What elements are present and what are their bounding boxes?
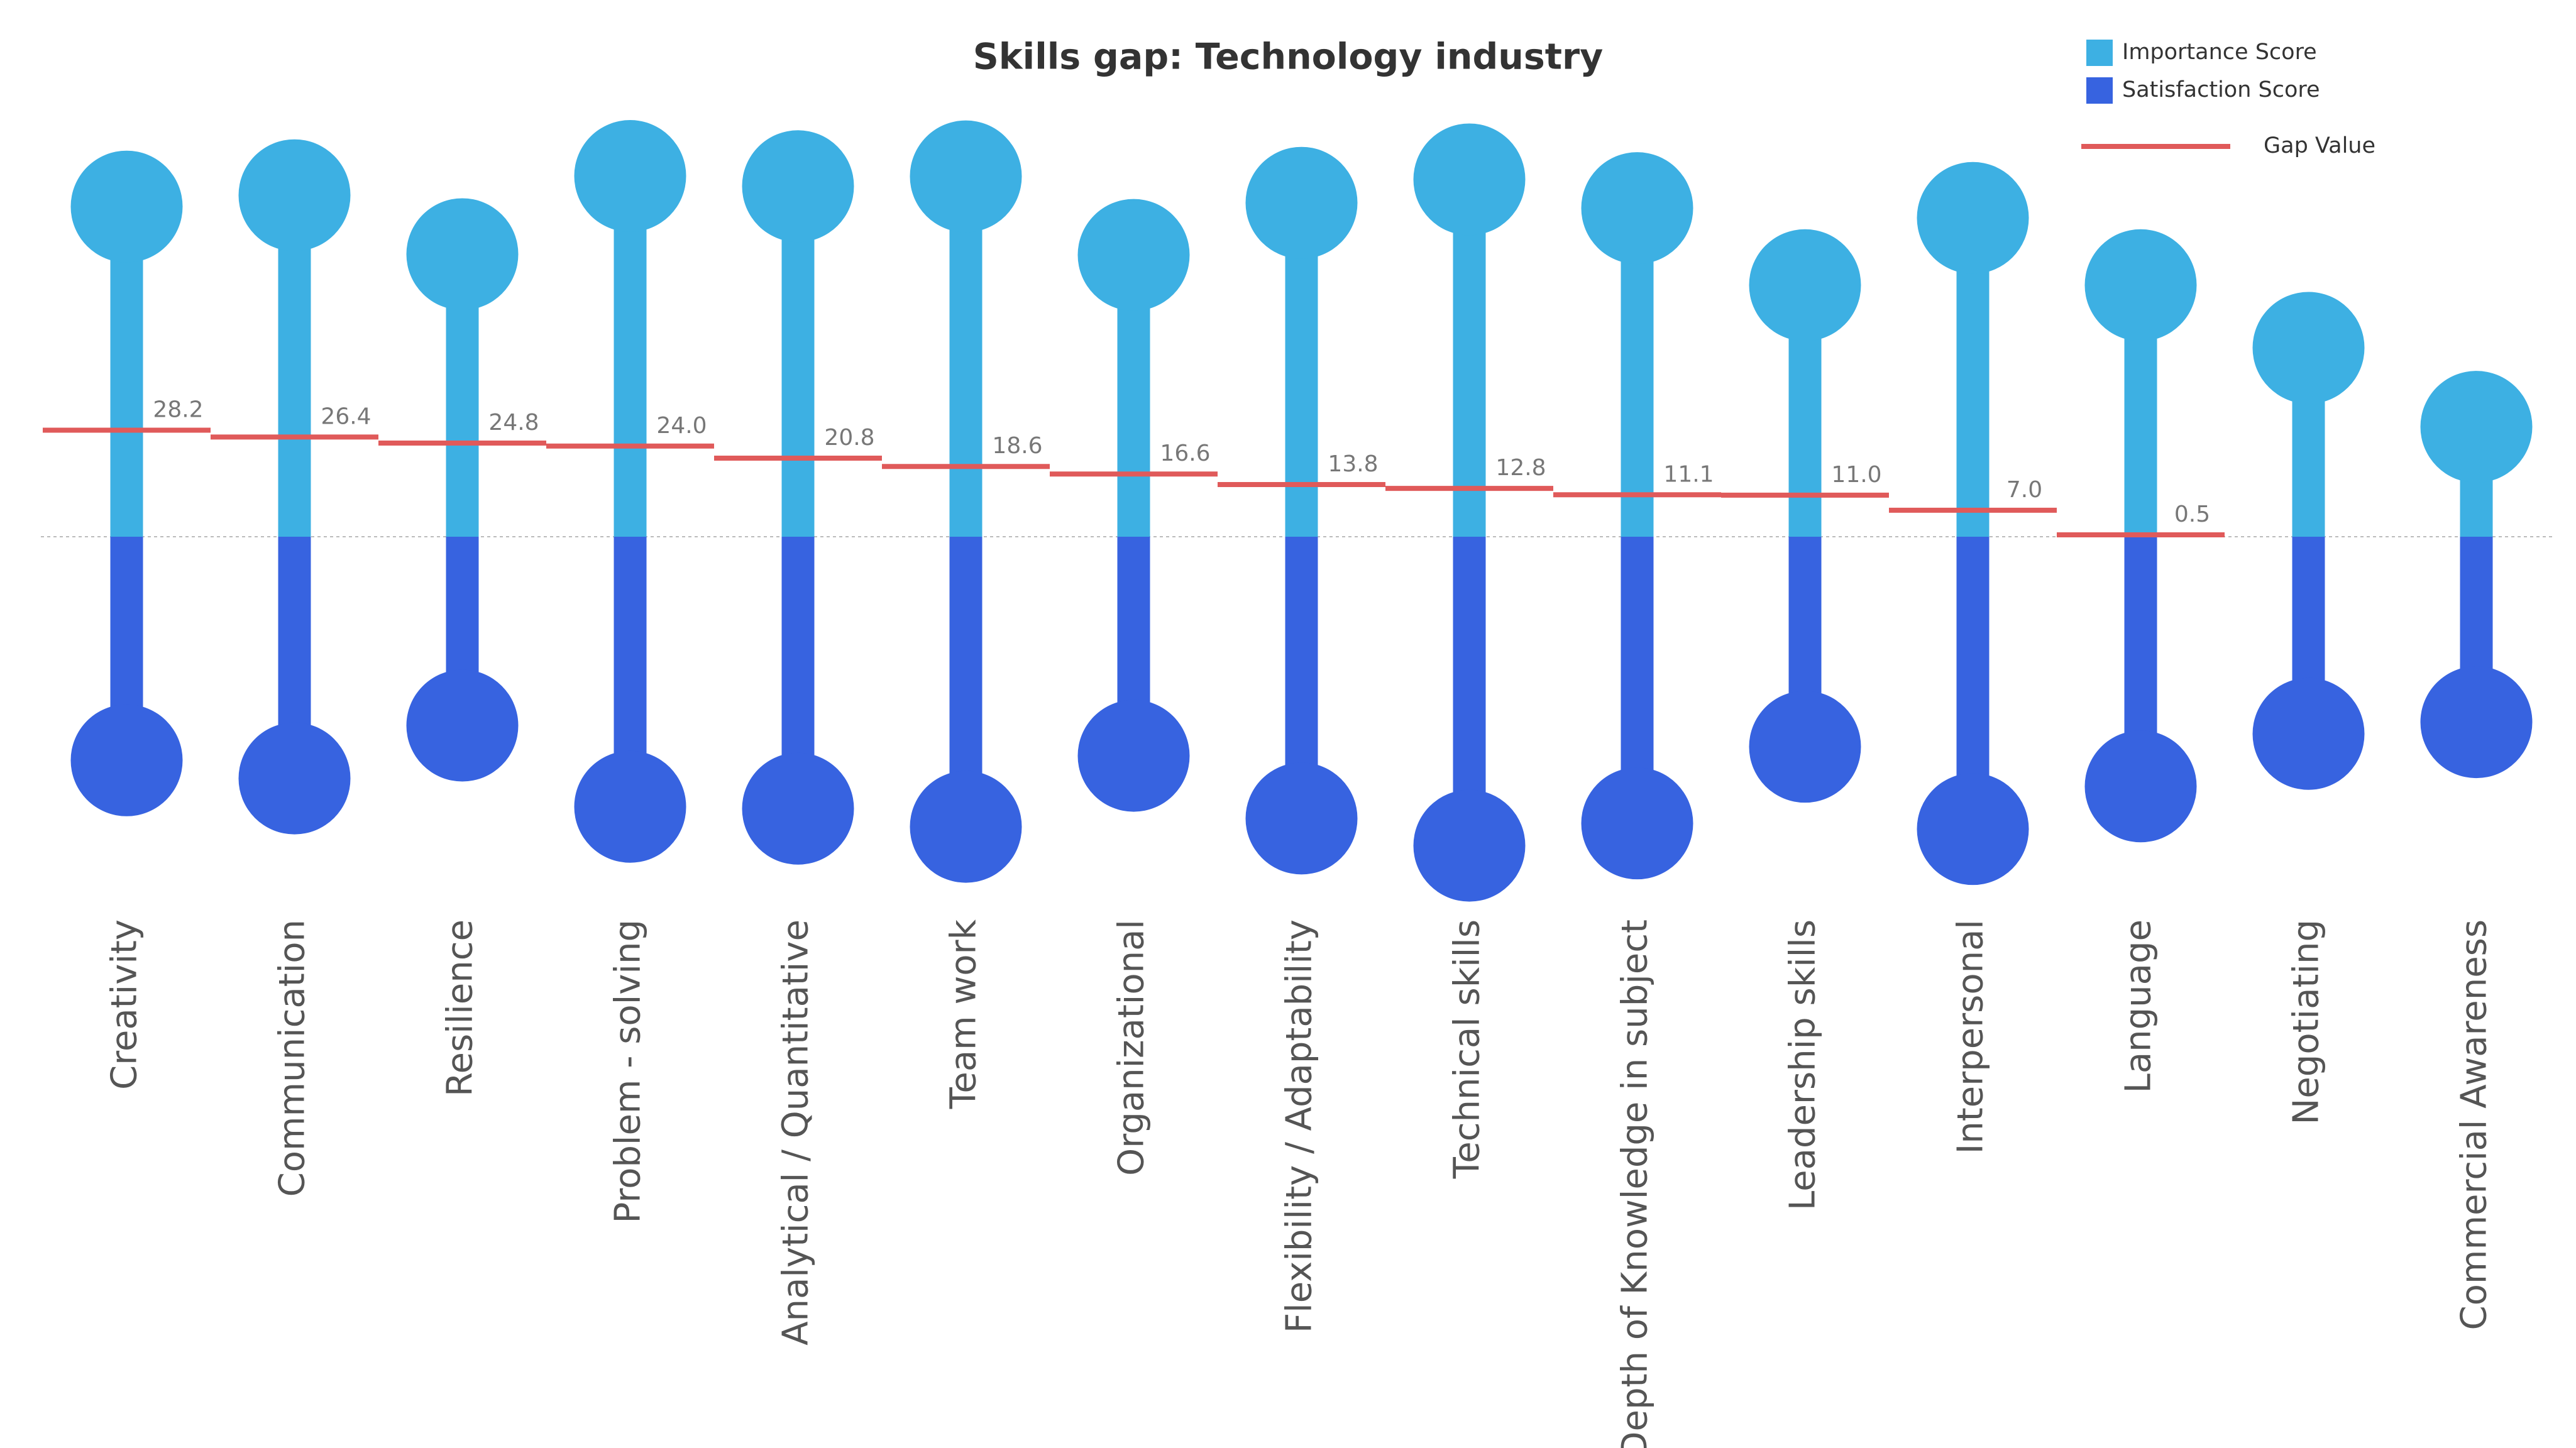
gap-label: 18.6 bbox=[992, 433, 1042, 459]
importance-dot bbox=[1581, 152, 1693, 265]
gap-label: 7.0 bbox=[2006, 477, 2042, 503]
importance-dot bbox=[574, 120, 686, 233]
x-tick-label: Analytical / Quantitative bbox=[776, 919, 817, 1346]
legend-label: Satisfaction Score bbox=[2122, 77, 2320, 102]
gap-label: 26.4 bbox=[321, 403, 371, 429]
gap-label: 11.0 bbox=[1831, 462, 1881, 488]
importance-dot bbox=[742, 130, 854, 243]
gap-label: 24.8 bbox=[488, 410, 539, 436]
x-tick-label: Problem - solving bbox=[608, 919, 649, 1224]
x-tick-label: Leadership skills bbox=[1783, 919, 1824, 1210]
importance-dot bbox=[1749, 229, 1861, 341]
importance-dot bbox=[238, 139, 351, 251]
importance-dot bbox=[70, 150, 183, 263]
satisfaction-dot bbox=[1749, 691, 1861, 803]
satisfaction-dot bbox=[742, 752, 854, 865]
importance-dot bbox=[406, 198, 519, 310]
importance-stick bbox=[781, 186, 815, 537]
satisfaction-dot bbox=[910, 771, 1022, 883]
x-tick-label: Language bbox=[2118, 919, 2159, 1093]
gap-label: 0.5 bbox=[2174, 502, 2210, 527]
x-tick-label: Technical skills bbox=[1447, 919, 1488, 1179]
gap-label: 20.8 bbox=[824, 425, 874, 451]
x-tick-label: Resilience bbox=[440, 919, 481, 1097]
importance-stick bbox=[949, 176, 983, 537]
satisfaction-dot bbox=[1245, 762, 1358, 875]
x-tick-label: Communication bbox=[272, 919, 313, 1197]
importance-stick bbox=[1453, 179, 1486, 537]
importance-dot bbox=[2252, 292, 2365, 404]
satisfaction-dot bbox=[1413, 789, 1526, 902]
satisfaction-dot bbox=[574, 750, 686, 863]
satisfaction-dot bbox=[2252, 677, 2365, 790]
importance-dot bbox=[2420, 371, 2533, 483]
x-tick-label: Flexibility / Adaptability bbox=[1279, 919, 1320, 1333]
satisfaction-dot bbox=[406, 669, 519, 782]
legend-swatch bbox=[2086, 77, 2113, 104]
importance-dot bbox=[1413, 123, 1526, 236]
importance-dot bbox=[910, 120, 1022, 233]
satisfaction-dot bbox=[2084, 730, 2197, 843]
satisfaction-dot bbox=[1077, 699, 1190, 812]
gap-label: 12.8 bbox=[1495, 455, 1546, 481]
importance-dot bbox=[1077, 199, 1190, 311]
gap-label: 11.1 bbox=[1663, 461, 1714, 487]
satisfaction-dot bbox=[70, 704, 183, 816]
x-tick-label: Team work bbox=[944, 919, 984, 1109]
satisfaction-dot bbox=[1581, 767, 1693, 880]
legend-swatch bbox=[2086, 40, 2113, 66]
x-tick-label: Creativity bbox=[104, 919, 145, 1090]
importance-dot bbox=[1917, 162, 2029, 274]
x-tick-label: Depth of Knowledge in subject bbox=[1615, 919, 1656, 1448]
importance-stick bbox=[614, 176, 647, 537]
gap-label: 16.6 bbox=[1160, 441, 1210, 466]
x-tick-label: Negotiating bbox=[2286, 919, 2327, 1125]
gap-label: 13.8 bbox=[1328, 451, 1378, 477]
legend-label: Gap Value bbox=[2264, 133, 2375, 158]
x-tick-label: Organizational bbox=[1111, 919, 1152, 1176]
chart-title: Skills gap: Technology industry bbox=[973, 36, 1604, 78]
x-tick-label: Interpersonal bbox=[1951, 919, 1991, 1154]
importance-dot bbox=[2084, 229, 2197, 341]
satisfaction-dot bbox=[1917, 773, 2029, 886]
legend-label: Importance Score bbox=[2122, 40, 2317, 65]
gap-label: 24.0 bbox=[656, 413, 707, 439]
gap-label: 28.2 bbox=[153, 397, 203, 423]
importance-dot bbox=[1245, 146, 1358, 259]
satisfaction-dot bbox=[238, 722, 351, 835]
x-tick-label: Commercial Awareness bbox=[2454, 919, 2495, 1330]
satisfaction-dot bbox=[2420, 666, 2533, 779]
importance-stick bbox=[278, 195, 311, 537]
